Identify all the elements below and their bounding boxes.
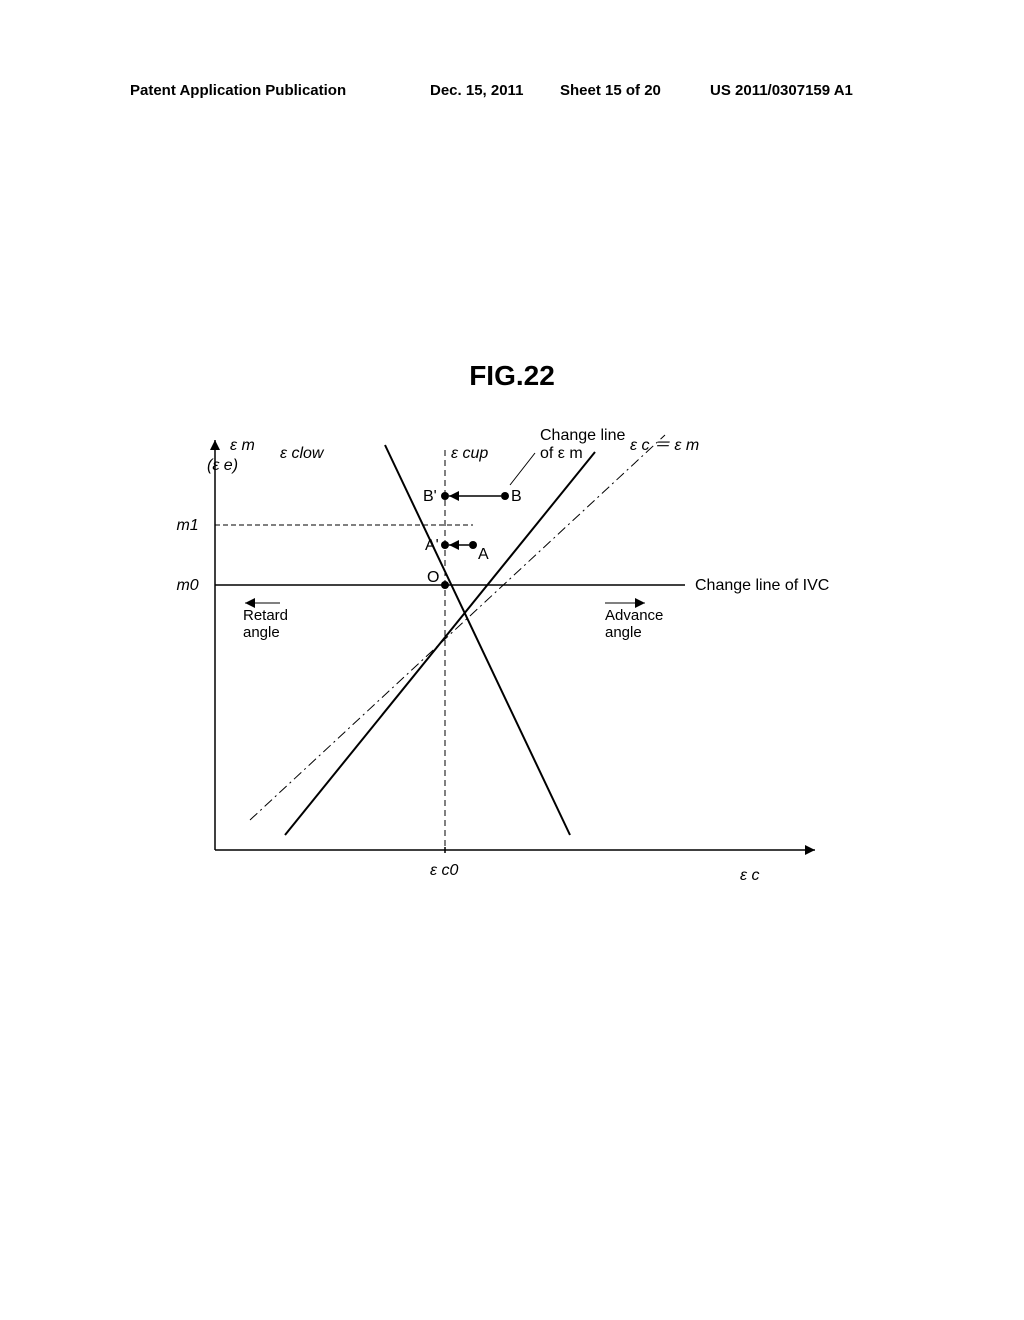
header-pubnum: US 2011/0307159 A1 bbox=[710, 82, 853, 99]
svg-text:A: A bbox=[478, 546, 489, 563]
svg-text:ε c: ε c bbox=[740, 867, 759, 884]
svg-text:Change line of IVC: Change line of IVC bbox=[695, 577, 829, 594]
svg-text:ε m1: ε m1 bbox=[175, 517, 199, 534]
svg-text:Advance: Advance bbox=[605, 607, 663, 624]
svg-text:ε c ＝ ε m: ε c ＝ ε m bbox=[630, 437, 699, 454]
svg-text:ε m0: ε m0 bbox=[175, 577, 199, 594]
svg-text:ε m: ε m bbox=[230, 437, 255, 454]
header-sheet: Sheet 15 of 20 bbox=[560, 82, 661, 99]
svg-text:B': B' bbox=[423, 488, 437, 505]
svg-text:(ε e): (ε e) bbox=[207, 457, 238, 474]
svg-text:B: B bbox=[511, 488, 522, 505]
svg-text:ε cup: ε cup bbox=[451, 445, 488, 462]
header-date: Dec. 15, 2011 bbox=[430, 82, 523, 99]
svg-text:Change line: Change line bbox=[540, 427, 626, 444]
svg-text:angle: angle bbox=[243, 624, 280, 641]
svg-text:Retard: Retard bbox=[243, 607, 288, 624]
svg-text:O: O bbox=[427, 569, 439, 586]
svg-text:angle: angle bbox=[605, 624, 642, 641]
figure-title: FIG.22 bbox=[469, 360, 555, 392]
svg-text:ε c0: ε c0 bbox=[430, 862, 458, 879]
chart: ε m (ε e) ε c Change line of IVC ε m0 ε m1 ε c… bbox=[175, 420, 835, 890]
svg-text:A': A' bbox=[425, 537, 439, 554]
header-publication-type: Patent Application Publication bbox=[130, 82, 346, 99]
svg-text:of ε m: of ε m bbox=[540, 445, 583, 462]
svg-text:ε clow: ε clow bbox=[280, 445, 325, 462]
